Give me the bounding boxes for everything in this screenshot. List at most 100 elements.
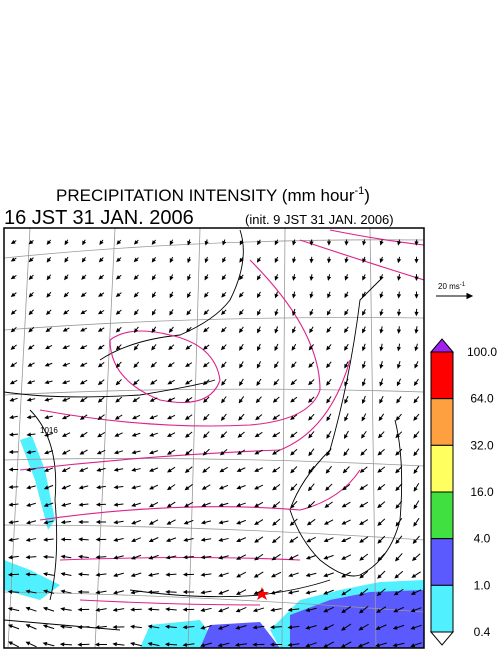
wind-arrow-head [60, 537, 66, 542]
wind-arrow-head [28, 292, 34, 298]
wind-arrow-head [396, 398, 401, 404]
wind-arrow-head [305, 625, 311, 630]
wind-arrow-head [395, 539, 400, 545]
wind-arrow-head [323, 538, 329, 543]
wind-arrow-head [96, 450, 102, 455]
wind-arrow-head [269, 642, 275, 647]
wind-arrow-head [396, 276, 402, 281]
wind-arrow-head [289, 538, 294, 543]
wind-arrow-head [323, 608, 329, 613]
wind-arrow-head [222, 258, 227, 263]
wind-arrow-head [395, 521, 400, 527]
wind-arrow-head [115, 327, 121, 333]
wind-arrow-head [274, 346, 279, 352]
wind-arrow-head [236, 485, 242, 490]
wind-arrow-head [79, 467, 84, 472]
wind-arrow-head [273, 380, 278, 386]
wind-vectors [7, 239, 422, 648]
wind-arrow-head [392, 642, 398, 648]
wind-arrow-head [218, 502, 224, 507]
wind-arrow-head [362, 293, 366, 299]
title: PRECIPITATION INTENSITY (mm hour-1) [56, 185, 370, 205]
wind-arrow-head [133, 328, 139, 334]
wind-arrow-head [254, 485, 259, 490]
wind-arrow-head [8, 502, 13, 507]
wind-arrow-head [362, 240, 367, 246]
wind-arrow-head [358, 626, 364, 631]
wind-arrow-head [44, 380, 50, 385]
wind-arrow-head [413, 521, 418, 527]
wind-arrow-head [166, 450, 172, 455]
wind-arrow-head [78, 519, 83, 525]
colorbar-segment [430, 444, 454, 493]
wind-arrow-head [26, 485, 31, 490]
wind-arrow-head [219, 450, 225, 456]
wind-arrow-head [238, 310, 244, 316]
wind-arrow-head [410, 643, 416, 648]
wind-arrow-head [413, 416, 418, 421]
wind-arrow-head [234, 642, 240, 647]
wind-arrow-head [274, 328, 279, 334]
colorbar-bottom [429, 631, 455, 646]
wind-arrow-head [376, 591, 382, 596]
wind-arrow-head [323, 520, 329, 525]
wind-arrow-head [379, 399, 384, 404]
colorbar-label: 1.0 [474, 578, 491, 592]
wind-arrow-head [151, 310, 156, 316]
wind-arrow-head [309, 311, 314, 316]
wind-arrow-head [414, 363, 419, 369]
wind-arrow-head [169, 258, 174, 264]
wind-arrow-head [80, 292, 86, 298]
wind-arrow-head [252, 642, 257, 647]
wind-arrow-head [25, 555, 31, 560]
wind-arrow-head [272, 415, 278, 420]
colorbar-label: 64.0 [470, 392, 494, 406]
wind-arrow-head [308, 380, 313, 386]
wind-arrow-head [28, 257, 34, 263]
wind-arrow-head [396, 311, 402, 317]
wind-arrow-head [257, 328, 261, 334]
wind-arrow-head [397, 258, 402, 264]
wind-arrow-head [10, 345, 16, 350]
wind-arrow-head [44, 397, 49, 402]
wind-arrow-head [79, 450, 85, 455]
wind-arrow-head [147, 624, 153, 629]
wind-arrow-head [97, 398, 103, 403]
wind-arrow-head [395, 504, 400, 509]
wind-arrow-head [220, 345, 226, 351]
wind-arrow-head [44, 432, 49, 437]
wind-arrow-head [361, 416, 366, 422]
wind-arrow-head [133, 310, 139, 316]
wind-arrow-head [410, 608, 416, 613]
wind-arrow-head [26, 397, 32, 402]
wind-arrow-head [25, 520, 31, 525]
wind-arrow-head [343, 451, 348, 457]
wind-arrow-head [27, 345, 33, 350]
wind-arrow-head [344, 310, 349, 316]
wind-arrow-head [79, 415, 85, 420]
wind-arrow-head [327, 293, 332, 299]
wind-arrow-head [79, 398, 85, 403]
wind-arrow-head [26, 432, 31, 437]
wind-arrow-head [182, 572, 188, 577]
wind-arrow-head [254, 468, 259, 472]
wind-arrow-head [308, 469, 313, 474]
wind-arrow-head [169, 310, 174, 316]
colorbar-segment [430, 538, 454, 586]
wind-arrow-head [218, 537, 223, 542]
wind-arrow-head [323, 590, 328, 595]
wind-arrow-head [184, 398, 190, 403]
wind-arrow-head [344, 275, 349, 281]
wind-arrow-head [200, 572, 206, 577]
wind-arrow-head [200, 625, 205, 630]
wind-arrow-head [182, 625, 188, 630]
wind-arrow-head [362, 258, 367, 264]
wind-arrow-head [274, 293, 279, 299]
wind-arrow-head [238, 416, 243, 421]
wind-arrow-head [186, 310, 191, 316]
wind-arrow-head [183, 537, 188, 542]
wind-arrow-head [7, 572, 13, 577]
wind-arrow-head [80, 327, 85, 332]
wind-arrow-head [252, 625, 258, 630]
wind-arrow-head [46, 275, 51, 281]
